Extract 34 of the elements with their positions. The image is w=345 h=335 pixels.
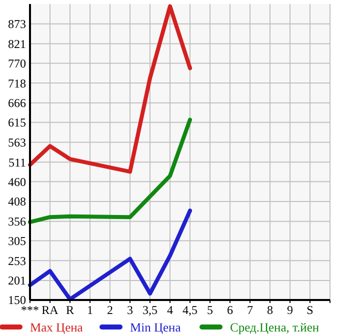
- line-series: [28, 4, 192, 174]
- x-tick-label: 1: [87, 303, 93, 317]
- x-tick-label: S: [306, 303, 314, 317]
- x-tick-label: 4,5: [182, 303, 198, 317]
- legend-label: Max Цена: [30, 320, 84, 334]
- line-series: [28, 208, 192, 302]
- y-tick-label: 201: [8, 274, 26, 288]
- y-tick-label: 408: [8, 194, 26, 209]
- y-tick-label: 253: [8, 254, 26, 268]
- x-tick-label: 5: [207, 303, 213, 317]
- x-tick-label: 3,5: [142, 303, 158, 317]
- y-tick-label: 770: [8, 56, 26, 70]
- y-tick-label: 460: [8, 174, 26, 189]
- x-tick-label: 8: [267, 303, 273, 317]
- x-tick-label: 6: [227, 303, 233, 317]
- x-tick-label: 3: [127, 303, 133, 317]
- x-tick-label: 2: [107, 303, 113, 317]
- y-tick-label: 305: [8, 234, 26, 248]
- line-series: [28, 118, 192, 224]
- x-tick-label: 9: [287, 303, 293, 317]
- x-tick-label: R: [66, 303, 74, 317]
- y-tick-label: 821: [8, 36, 26, 51]
- y-tick-label: 563: [8, 135, 26, 150]
- legend-label: Min Цена: [130, 320, 182, 334]
- y-tick-label: 615: [8, 116, 26, 130]
- y-tick-label: 511: [8, 155, 26, 170]
- y-tick-label: 666: [8, 96, 26, 110]
- legend-label: Сред.Цена, т.йен: [230, 320, 320, 334]
- y-tick-label: 873: [8, 17, 26, 32]
- x-tick-label: RA: [42, 303, 59, 317]
- x-tick-label: 7: [247, 303, 253, 317]
- y-tick-label: 718: [8, 76, 26, 90]
- x-tick-label: 4: [167, 303, 173, 317]
- y-tick-label: 356: [8, 214, 26, 229]
